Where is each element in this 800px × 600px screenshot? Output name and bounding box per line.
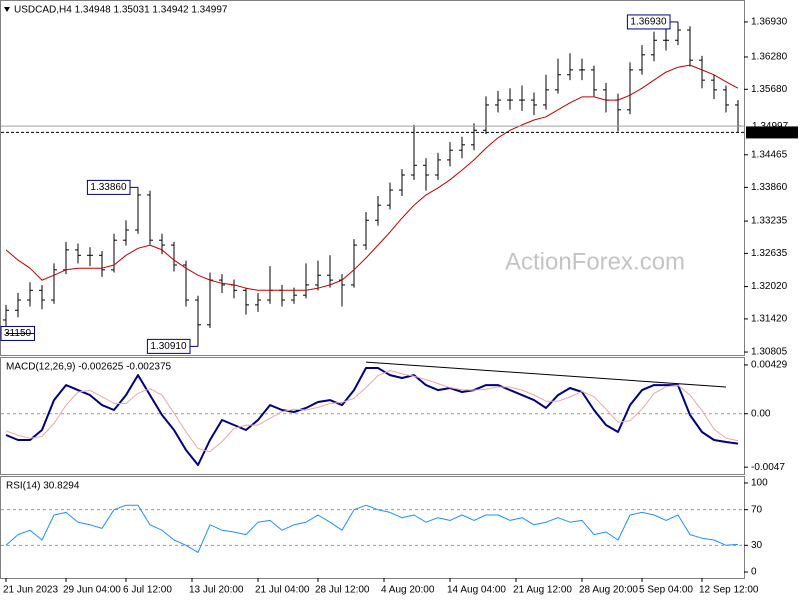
y-tick-label: 0.00 (751, 408, 771, 419)
y-tick-label: 30 (751, 540, 763, 551)
y-tick-label: 1.36930 (751, 17, 788, 28)
x-tick-label: 21 Aug 12:00 (513, 585, 572, 596)
series-line (5, 367, 739, 466)
rsi-title: RSI(14) 30.8294 (6, 481, 80, 492)
price-title: USDCAD,H4 1.34948 1.35031 1.34942 1.3499… (14, 5, 228, 16)
trendline (365, 361, 727, 388)
x-tick-label: 21 Jul 04:00 (255, 585, 310, 596)
series-line (5, 504, 739, 553)
rsi-panel (0, 476, 745, 579)
y-tick-label: 1.32635 (751, 248, 788, 259)
price-label-box (746, 126, 798, 139)
price-label: 1.34880 (752, 127, 789, 138)
x-tick-label: 12 Sep 12:00 (699, 585, 759, 596)
price-label: 1.34997 (752, 121, 789, 132)
watermark: ActionForex.com (505, 248, 685, 275)
series-line (5, 370, 739, 453)
x-tick-label: 6 Jul 12:00 (123, 585, 172, 596)
x-tick-label: 29 Jun 04:00 (63, 585, 121, 596)
x-tick-label: 4 Aug 20:00 (381, 585, 435, 596)
series-line (5, 64, 739, 291)
y-tick-label: 1.32020 (751, 281, 788, 292)
price-panel (0, 0, 745, 356)
y-tick-label: 0.00429 (751, 360, 788, 371)
y-tick-label: 0 (751, 567, 757, 578)
annotation-label: 1.36930 (630, 17, 667, 28)
y-tick-label: 1.36280 (751, 52, 788, 63)
y-tick-label: 1.34465 (751, 149, 788, 160)
y-tick-label: 70 (751, 504, 763, 515)
x-tick-label: 21 Jun 2023 (3, 585, 58, 596)
x-tick-label: 5 Sep 04:00 (639, 585, 693, 596)
annotation-label: 1.30910 (150, 341, 187, 352)
y-tick-label: 1.33235 (751, 216, 788, 227)
y-tick-label: 1.31420 (751, 314, 788, 325)
macd-panel (0, 357, 745, 475)
annotation-label: 1.33860 (90, 182, 127, 193)
symbol-icon (4, 7, 10, 12)
x-tick-label: 28 Jul 12:00 (315, 585, 370, 596)
macd-title: MACD(12,26,9) -0.002625 -0.002375 (6, 362, 172, 373)
x-tick-label: 14 Aug 04:00 (447, 585, 506, 596)
y-tick-label: -0.0047 (751, 462, 785, 473)
x-tick-label: 13 Jul 20:00 (189, 585, 244, 596)
y-tick-label: 100 (751, 478, 768, 489)
y-tick-label: 1.33860 (751, 182, 788, 193)
y-tick-label: 1.35680 (751, 84, 788, 95)
y-tick-label: 1.30805 (751, 347, 788, 358)
x-tick-label: 28 Aug 20:00 (579, 585, 638, 596)
